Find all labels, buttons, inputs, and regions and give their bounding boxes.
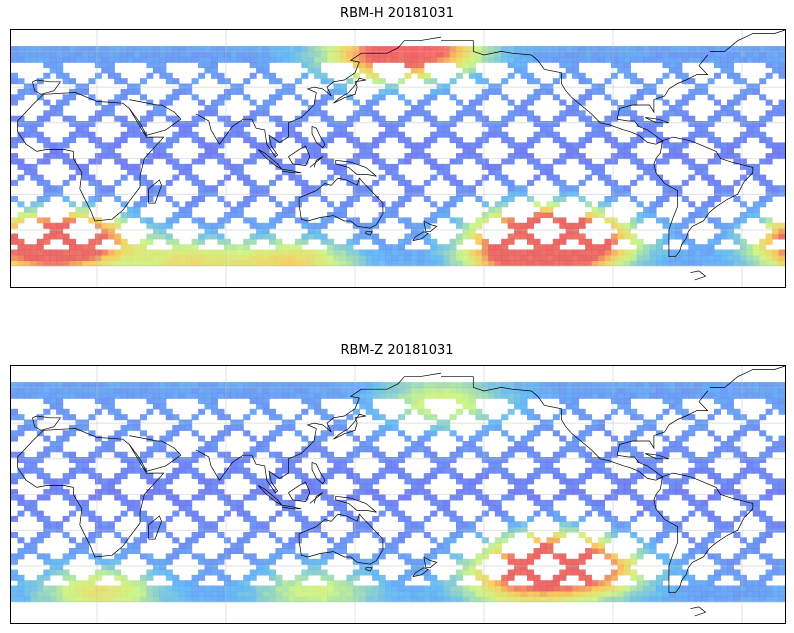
panel-title-rbm-h: RBM-H 20181031 [340,6,454,21]
coastlines [17,366,785,617]
map-canvas-rbm-z [11,366,785,623]
map-canvas-rbm-h [11,30,785,287]
swath-tracks [11,46,785,267]
coastlines [17,30,785,281]
map-panel-rbm-z [10,365,786,624]
panel-title-rbm-z: RBM-Z 20181031 [340,343,454,358]
map-panel-rbm-h [10,29,786,288]
